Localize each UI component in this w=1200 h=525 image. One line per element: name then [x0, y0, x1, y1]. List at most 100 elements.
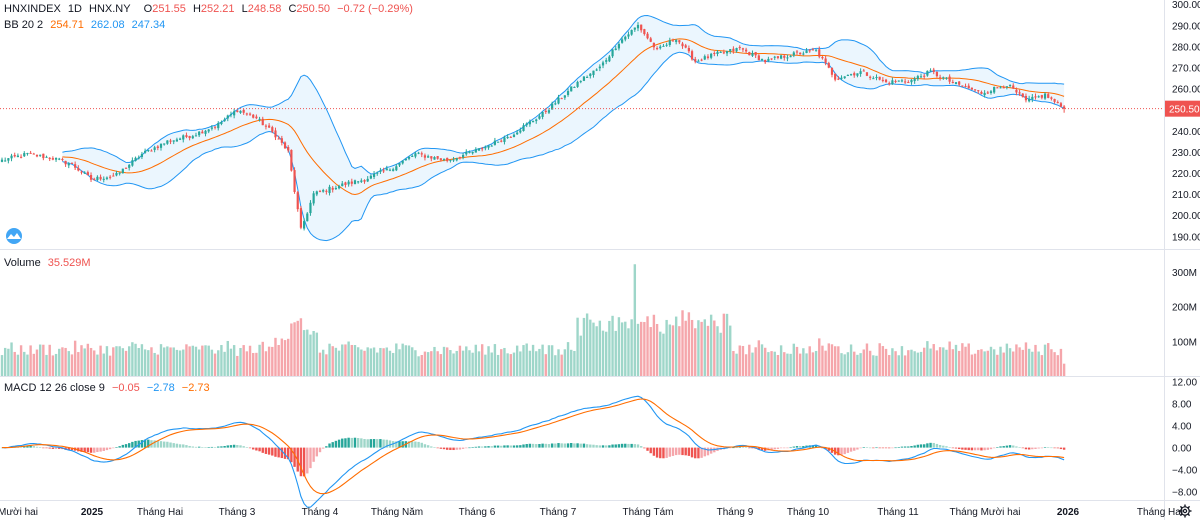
candle-body — [795, 51, 799, 53]
macd-histogram-bar — [579, 443, 582, 448]
macd-histogram-bar — [582, 443, 586, 448]
macd-histogram-bar — [900, 446, 904, 448]
macd-histogram-bar — [430, 446, 433, 448]
macd-histogram-bar — [881, 447, 885, 449]
volume-bar — [786, 353, 789, 376]
candle-body — [636, 24, 640, 29]
macd-histogram-bar — [948, 447, 951, 448]
macd-histogram-bar — [1043, 447, 1047, 448]
candle-body — [531, 120, 535, 123]
candle-body — [916, 76, 919, 80]
candle-body — [586, 76, 589, 78]
macd-tick-label: 0.00 — [1172, 444, 1192, 455]
bb-lower-value: 247.34 — [131, 19, 166, 31]
symbol-legend[interactable]: HNXINDEX 1D HNX.NY O251.55 H252.21 L248.… — [4, 3, 417, 15]
macd-histogram-bar — [140, 440, 144, 448]
macd-histogram-bar — [446, 447, 449, 450]
candle-body — [93, 178, 96, 180]
macd-histogram-bar — [1021, 447, 1024, 449]
bb-legend-name[interactable]: BB 20 2 — [4, 19, 44, 31]
candle-body — [1031, 96, 1034, 100]
volume-bar — [757, 340, 761, 376]
settings-gear-icon[interactable] — [1178, 504, 1192, 518]
candle-body — [989, 91, 993, 93]
volume-bar — [633, 264, 637, 376]
candle-body — [64, 160, 67, 165]
symbol-interval[interactable]: 1D — [67, 3, 82, 15]
candle-body — [299, 208, 303, 228]
candle-body — [509, 136, 512, 138]
volume-tick-label: 100M — [1172, 337, 1197, 348]
volume-bar — [525, 343, 528, 376]
macd-histogram-bar — [232, 444, 236, 448]
volume-bar — [452, 353, 455, 376]
symbol-name[interactable]: HNXINDEX — [4, 3, 61, 15]
candle-body — [519, 130, 522, 133]
candle-body — [973, 89, 977, 91]
bb-legend[interactable]: BB 20 2 254.71 262.08 247.34 — [4, 19, 169, 31]
bb-upper-line — [62, 14, 1065, 175]
candle-body — [32, 153, 35, 155]
time-tick-label: Tháng Hai — [1137, 507, 1183, 518]
volume-legend[interactable]: Volume 35.529M — [4, 257, 95, 269]
candle-body — [115, 172, 118, 176]
candle-body — [1059, 103, 1063, 107]
candle-body — [312, 193, 315, 204]
macd-histogram-bar — [312, 447, 315, 462]
price-tick-label: 280.00 — [1172, 42, 1200, 53]
candle-body — [754, 52, 757, 56]
macd-histogram-bar — [617, 444, 621, 448]
macd-histogram-bar — [480, 446, 484, 448]
volume-bar — [903, 355, 907, 376]
macd-histogram-bar — [455, 447, 458, 450]
macd-histogram-bar — [411, 441, 414, 448]
candle-body — [802, 53, 805, 55]
candle-body — [54, 157, 58, 160]
macd-histogram-bar — [665, 447, 668, 458]
candle-body — [283, 142, 287, 149]
time-tick-label: Tháng 7 — [540, 507, 577, 518]
macd-histogram-bar — [519, 445, 522, 448]
volume-legend-name[interactable]: Volume — [4, 257, 41, 269]
volume-bar — [363, 350, 366, 376]
candle-body — [379, 170, 382, 172]
macd-signal-value: −2.73 — [181, 382, 210, 394]
volume-bar — [321, 349, 325, 376]
macd-histogram-bar — [277, 447, 280, 458]
macd-histogram-bar — [913, 445, 916, 448]
candle-body — [703, 56, 706, 60]
candle-body — [1018, 92, 1021, 94]
volume-bar — [1008, 348, 1012, 376]
macd-histogram-bar — [420, 442, 423, 448]
macd-histogram-bar — [786, 447, 789, 449]
volume-bar — [118, 346, 121, 376]
volume-bar — [595, 326, 598, 376]
macd-histogram-bar — [522, 444, 525, 448]
macd-histogram-bar — [442, 447, 446, 450]
macd-histogram-bar — [935, 443, 939, 448]
macd-line — [1, 395, 1065, 508]
macd-legend[interactable]: MACD 12 26 close 9 −0.05 −2.78 −2.73 — [4, 382, 214, 394]
candle-body — [732, 48, 735, 52]
candle-body — [678, 40, 681, 43]
volume-bar — [627, 328, 630, 376]
macd-histogram-bar — [671, 447, 675, 456]
macd-histogram-bar — [999, 446, 1002, 448]
macd-histogram-bar — [789, 447, 792, 449]
macd-legend-name[interactable]: MACD 12 26 close 9 — [4, 382, 105, 394]
candle-body — [840, 77, 843, 79]
candle-body — [690, 51, 694, 60]
tradingview-logo-icon[interactable] — [4, 228, 24, 244]
candle-body — [598, 66, 601, 69]
volume-bar — [213, 353, 217, 376]
candle-body — [961, 85, 964, 87]
macd-histogram-bar — [252, 447, 255, 450]
volume-bar — [487, 346, 490, 376]
macd-histogram-bar — [595, 445, 598, 448]
macd-histogram-bar — [89, 447, 93, 453]
candle-body — [159, 143, 163, 148]
macd-histogram-bar — [668, 447, 671, 457]
candle-body — [239, 110, 242, 113]
